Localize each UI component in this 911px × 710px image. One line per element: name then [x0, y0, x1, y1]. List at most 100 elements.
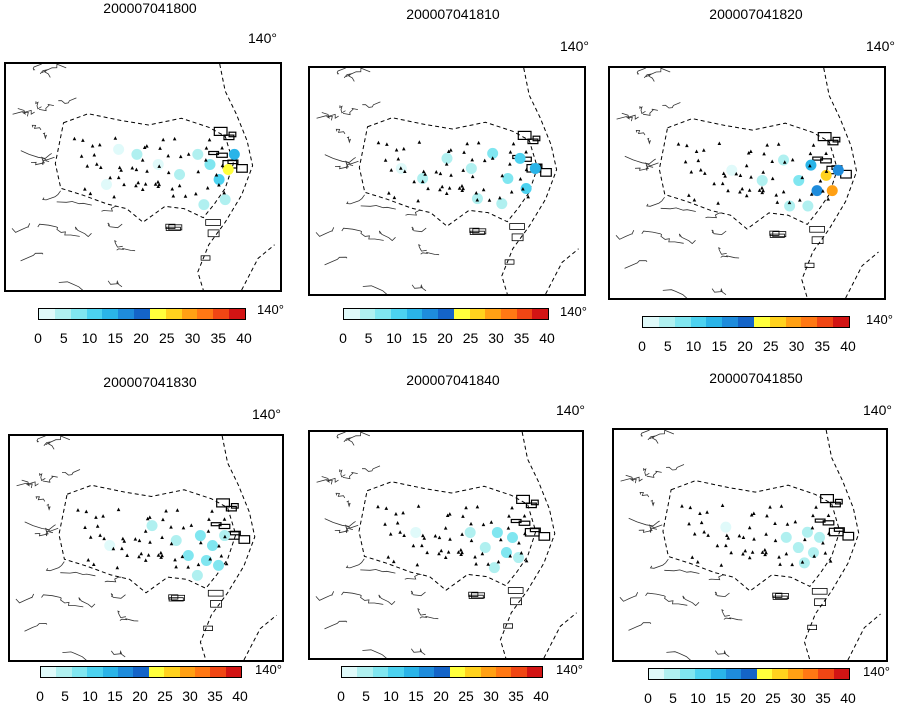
station-marker — [222, 517, 227, 521]
rainfall-circle — [798, 557, 810, 569]
colorbar-tick-label: 20 — [133, 330, 149, 346]
station-marker — [790, 157, 795, 162]
station-marker — [762, 151, 766, 156]
terrain-contour — [649, 430, 675, 440]
colorbar-segment — [769, 317, 786, 327]
station-marker — [719, 563, 724, 567]
rainfall-circle — [784, 200, 796, 212]
terrain-contour — [624, 155, 656, 165]
colorbar-segment — [70, 309, 87, 319]
colorbar-tick-label: 0 — [34, 330, 42, 346]
colorbar-tick-label: 35 — [513, 330, 530, 346]
station-marker — [88, 191, 93, 196]
station-marker — [724, 543, 728, 548]
station-marker — [524, 558, 529, 563]
station-marker — [715, 543, 720, 548]
terrain-contour — [37, 223, 58, 230]
terrain-contour — [62, 651, 87, 660]
station-marker — [142, 145, 147, 149]
station-marker — [498, 195, 502, 200]
colorbar-segment — [690, 317, 707, 327]
station-marker — [183, 194, 188, 198]
terrain-contour — [643, 73, 655, 82]
station-marker — [685, 143, 689, 148]
harbour-outline — [210, 599, 223, 608]
terrain-contour — [714, 649, 730, 658]
rainfall-circle — [131, 148, 143, 160]
rainfall-circle — [502, 172, 514, 184]
station-marker — [757, 188, 762, 192]
terrain-contour — [362, 101, 381, 108]
colorbar-tick-label: 20 — [433, 688, 449, 704]
map-frame — [8, 434, 284, 662]
station-marker — [376, 140, 381, 145]
colorbar-tick-label: 10 — [386, 330, 402, 346]
station-marker — [88, 535, 93, 539]
terrain-contour — [645, 592, 666, 599]
colorbar — [642, 316, 850, 328]
terrain-contour — [615, 230, 635, 240]
colorbar-segment — [225, 667, 242, 677]
station-marker — [121, 536, 125, 541]
terrain-contour — [664, 569, 700, 574]
station-marker — [166, 170, 171, 175]
station-marker — [683, 159, 688, 164]
station-marker — [196, 562, 201, 567]
colorbar-segment — [438, 309, 454, 319]
station-marker — [703, 171, 707, 175]
colorbar-tick-label: 20 — [737, 338, 753, 354]
harbour-outline — [772, 231, 787, 238]
station-marker — [449, 173, 453, 177]
station-marker — [509, 190, 514, 194]
station-marker — [98, 533, 102, 537]
harbour-outline — [165, 223, 176, 229]
station-marker — [524, 150, 528, 154]
station-marker — [489, 520, 494, 524]
station-marker — [139, 551, 144, 556]
colorbar-ticks: 0 5 10 15 20 25 30 35 40 — [638, 338, 856, 354]
rainfall-circle — [488, 562, 500, 574]
colorbar-segment — [449, 667, 466, 677]
harbour-outline — [822, 520, 835, 526]
station-marker — [392, 195, 397, 200]
rainfall-circle — [814, 531, 826, 543]
station-marker — [482, 158, 487, 163]
colorbar-segment — [165, 309, 182, 319]
colorbar-tick-label: 40 — [533, 688, 549, 704]
colorbar — [341, 666, 543, 678]
map-panel-6: 200007041850 140° 140° 0 5 10 15 20 25 30 35 40 — [606, 370, 906, 710]
colorbar-tick-label: 15 — [107, 330, 124, 346]
station-marker — [438, 187, 442, 192]
terrain-contour — [36, 436, 46, 443]
colorbar-segment — [418, 667, 435, 677]
rainfall-circle — [513, 552, 525, 564]
colorbar-segment — [710, 669, 726, 679]
station-marker — [223, 534, 227, 539]
terrain-contour — [378, 230, 396, 242]
colorbar-segment — [179, 667, 195, 677]
rainfall-circle — [807, 547, 819, 559]
map-lon-label: 140° — [248, 30, 277, 46]
station-marker — [800, 175, 805, 180]
station-marker — [97, 142, 102, 147]
harbour-outline — [814, 598, 827, 607]
harbour-outline — [468, 591, 479, 597]
station-marker — [134, 167, 139, 172]
terrain-contour — [116, 247, 136, 252]
harbour-outline — [207, 589, 224, 597]
station-marker — [156, 184, 161, 188]
harbour-outline — [811, 236, 824, 245]
colorbar-lon-label: 140° — [556, 662, 583, 677]
terrain-contour — [642, 108, 658, 116]
map-canvas — [619, 430, 881, 660]
colorbar-tick-label: 25 — [462, 330, 479, 346]
map-panel-2: 200007041810 140° 140° 0 5 10 15 20 25 30 35 40 — [303, 0, 603, 346]
harbour-outline — [230, 502, 239, 509]
terrain-contour — [24, 521, 56, 531]
station-marker — [148, 540, 152, 544]
station-marker — [460, 188, 465, 192]
station-marker — [702, 530, 706, 534]
station-marker — [752, 511, 756, 516]
station-marker — [506, 526, 511, 530]
rainfall-circle — [520, 183, 532, 195]
